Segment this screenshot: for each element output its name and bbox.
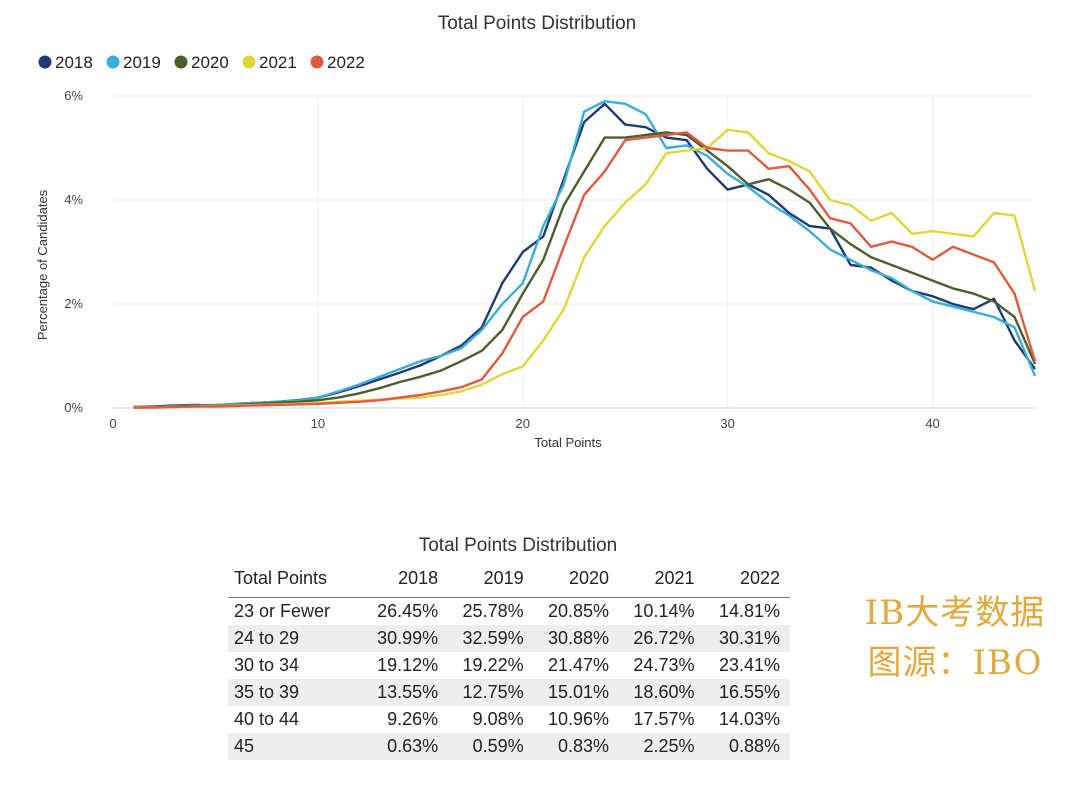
series-line-2019 xyxy=(133,99,1037,409)
legend-label-2020: 2020 xyxy=(191,53,229,72)
percentage-cell: 20.85% xyxy=(547,601,610,621)
percentage-cell: 0.83% xyxy=(558,736,610,756)
percentage-cell: 14.81% xyxy=(718,601,780,621)
table-row: 45 0.63% 0.59% 0.83% 2.25% 0.88% xyxy=(228,733,790,760)
percentage-cell: 30.88% xyxy=(547,628,610,648)
distribution-table: Total Points 2018 2019 2020 2021 2022 23 or F… xyxy=(228,559,790,760)
header-year-2019: 2019 xyxy=(483,567,524,588)
y-tick-label: 0% xyxy=(64,400,83,415)
percentage-cell: 24.73% xyxy=(633,655,695,675)
legend-marker-2018 xyxy=(38,55,52,69)
table-header-row: Total Points 2018 2019 2020 2021 2022 xyxy=(228,559,790,598)
percentage-cell: 19.12% xyxy=(377,655,439,675)
watermark: IB大考数据 图源：IBO xyxy=(840,588,1070,688)
x-tick-label: 20 xyxy=(516,416,530,431)
row-label-cell: 45 xyxy=(234,736,255,756)
series-line-2022 xyxy=(133,131,1037,409)
table-row: 24 to 29 30.99% 32.59% 30.88% 26.72% 30.31% xyxy=(228,625,790,652)
legend-marker-2019 xyxy=(106,55,120,69)
legend-label-2022: 2022 xyxy=(327,53,365,72)
x-tick-label: 10 xyxy=(311,416,325,431)
row-label-cell: 24 to 29 xyxy=(234,628,300,648)
legend-marker-2021 xyxy=(242,55,256,69)
percentage-cell: 0.88% xyxy=(728,736,780,756)
chart-legend: 2018 2019 2020 2021 2022 xyxy=(38,53,365,72)
percentage-cell: 9.08% xyxy=(472,709,524,729)
legend-label-2021: 2021 xyxy=(259,53,297,72)
percentage-cell: 26.45% xyxy=(377,601,439,621)
legend-label-2019: 2019 xyxy=(123,53,161,72)
table-row: 30 to 34 19.12% 19.22% 21.47% 24.73% 23.41% xyxy=(228,652,790,679)
percentage-cell: 10.14% xyxy=(633,601,695,621)
series-line-2020 xyxy=(133,131,1037,409)
legend-label-2018: 2018 xyxy=(55,53,93,72)
percentage-cell: 0.63% xyxy=(387,736,439,756)
y-tick-label: 4% xyxy=(64,192,83,207)
table-row: 35 to 39 13.55% 12.75% 15.01% 18.60% 16.55% xyxy=(228,679,790,706)
percentage-cell: 16.55% xyxy=(718,682,780,702)
table-row: 23 or Fewer 26.45% 25.78% 20.85% 10.14% 14.81… xyxy=(228,598,790,626)
percentage-cell: 19.22% xyxy=(462,655,524,675)
row-label-cell: 23 or Fewer xyxy=(234,601,331,621)
percentage-cell: 13.55% xyxy=(377,682,439,702)
chart-ticks: 0% 2% 4% 6% 0 10 20 30 40 xyxy=(64,88,940,431)
percentage-cell: 0.59% xyxy=(472,736,524,756)
table-title: Total Points Distribution xyxy=(418,535,618,556)
percentage-cell: 21.47% xyxy=(547,655,610,675)
percentage-cell: 30.31% xyxy=(718,628,780,648)
header-year-2018: 2018 xyxy=(398,567,439,588)
x-axis-title: Total Points xyxy=(534,435,602,450)
chart-grid xyxy=(113,95,1035,409)
header-year-2020: 2020 xyxy=(569,567,610,588)
header-year-2022: 2022 xyxy=(739,567,780,588)
percentage-cell: 10.96% xyxy=(547,709,610,729)
table-body: 23 or Fewer 26.45% 25.78% 20.85% 10.14% 14.81… xyxy=(228,598,790,760)
chart-series xyxy=(133,99,1037,409)
percentage-cell: 32.59% xyxy=(462,628,524,648)
percentage-cell: 2.25% xyxy=(643,736,695,756)
y-tick-label: 2% xyxy=(64,296,83,311)
percentage-cell: 23.41% xyxy=(718,655,780,675)
table-row: 40 to 44 9.26% 9.08% 10.96% 17.57% 14.03% xyxy=(228,706,790,733)
header-year-2021: 2021 xyxy=(654,567,695,588)
legend-marker-2020 xyxy=(174,55,188,69)
x-tick-label: 40 xyxy=(925,416,939,431)
percentage-cell: 14.03% xyxy=(718,709,780,729)
legend-marker-2022 xyxy=(310,55,324,69)
percentage-cell: 17.57% xyxy=(633,709,695,729)
y-axis-title: Percentage of Candidates xyxy=(35,189,50,340)
x-tick-label: 0 xyxy=(109,416,116,431)
line-chart: Total Points Distribution 2018 2019 2020 20… xyxy=(35,13,1037,450)
percentage-cell: 30.99% xyxy=(377,628,439,648)
percentage-cell: 25.78% xyxy=(462,601,524,621)
x-tick-label: 30 xyxy=(720,416,734,431)
percentage-cell: 15.01% xyxy=(547,682,610,702)
percentage-cell: 18.60% xyxy=(633,682,695,702)
row-label-cell: 35 to 39 xyxy=(234,682,300,702)
row-label-cell: 40 to 44 xyxy=(234,709,300,729)
chart-title: Total Points Distribution xyxy=(438,13,637,34)
percentage-cell: 9.26% xyxy=(387,709,439,729)
watermark-line-1: IB大考数据 xyxy=(864,593,1046,633)
percentage-cell: 26.72% xyxy=(633,628,695,648)
distribution-table-section: Total Points Distribution Total Points 20… xyxy=(228,533,790,760)
percentage-cell: 12.75% xyxy=(462,682,524,702)
y-tick-label: 6% xyxy=(64,88,83,103)
row-label-cell: 30 to 34 xyxy=(234,655,300,675)
watermark-line-2: 图源：IBO xyxy=(867,643,1043,683)
header-total-points: Total Points xyxy=(234,567,328,588)
